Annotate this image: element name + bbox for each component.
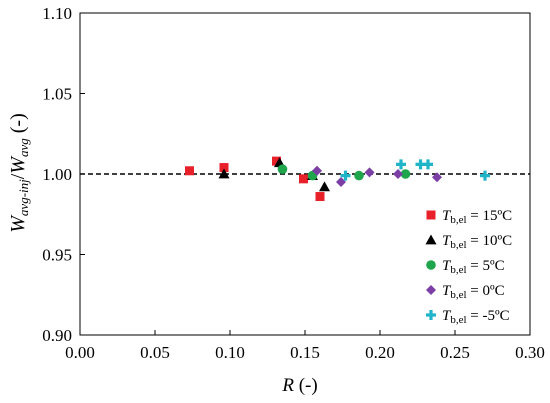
y-axis-title-w1: W <box>7 214 29 233</box>
legend-label-symbol: T <box>442 283 452 299</box>
legend-label-subscript: b,el <box>450 289 466 301</box>
data-point-square <box>272 156 281 166</box>
x-tick-label: 0.15 <box>290 343 320 362</box>
data-point-triangle <box>319 181 330 192</box>
data-point-square <box>315 192 325 202</box>
legend-marker-circle <box>426 260 436 270</box>
y-tick-label: 0.95 <box>42 246 72 265</box>
legend-marker-square <box>426 210 436 220</box>
legend-item: Tb,el = -5ºC <box>426 308 510 326</box>
legend-label-value: = -5ºC <box>467 308 510 324</box>
legend-label-subscript: b,el <box>450 264 466 276</box>
legend-label-value: = 5ºC <box>467 258 505 274</box>
legend-label-subscript: b,el <box>450 214 466 226</box>
y-tick-label: 1.10 <box>42 4 72 23</box>
data-point-circle <box>354 170 364 181</box>
y-axis-title-slash: / <box>7 173 29 179</box>
data-point-plus <box>415 159 426 170</box>
series-plus-points <box>340 159 490 181</box>
legend-label-symbol: T <box>442 233 452 249</box>
legend-label: Tb,el = 0ºC <box>442 283 505 301</box>
y-axis-title-sub2: avg <box>16 138 31 157</box>
legend-label-symbol: T <box>442 308 452 324</box>
data-point-diamond <box>432 172 442 183</box>
y-tick-label: 0.90 <box>42 326 72 345</box>
x-tick-label: 0.10 <box>215 343 245 362</box>
data-point-diamond <box>312 165 322 176</box>
series-circle-points <box>277 164 411 181</box>
data-point-diamond <box>336 177 346 188</box>
x-tick-label: 0.25 <box>440 343 470 362</box>
series-square-points <box>185 156 325 202</box>
legend-label-value: = 0ºC <box>467 283 505 299</box>
axis-tick-labels: 0.00 0.05 0.10 0.15 0.20 0.25 0.30 0.90 0.95 1.00… <box>42 4 545 362</box>
legend-label: Tb,el = 5ºC <box>442 258 505 276</box>
legend-label-subscript: b,el <box>450 314 466 326</box>
legend-item: Tb,el = 0ºC <box>426 283 505 301</box>
data-points <box>185 156 490 202</box>
y-axis-title-w2: W <box>7 155 29 174</box>
x-axis-title-unit: (-) <box>294 375 318 396</box>
legend-label-symbol: T <box>442 208 452 224</box>
data-point-diamond <box>393 169 403 179</box>
y-axis-title-sub1: avg-inj <box>16 179 31 216</box>
y-tick-label: 1.05 <box>42 85 72 104</box>
data-point-plus <box>480 170 490 181</box>
series-diamond-points <box>312 165 442 188</box>
data-point-square <box>299 174 308 184</box>
x-axis-title: R (-) <box>281 375 317 396</box>
x-tick-label: 0.00 <box>65 343 95 362</box>
legend-marker-plus <box>426 310 436 320</box>
data-point-square <box>219 163 229 173</box>
plot-area-frame <box>79 12 531 336</box>
data-point-plus <box>340 170 351 181</box>
x-tick-label: 0.05 <box>140 343 170 362</box>
y-axis-title-unit: (-) <box>7 113 29 138</box>
legend-item: Tb,el = 15ºC <box>426 208 512 226</box>
data-point-square <box>185 166 194 176</box>
x-tick-label: 0.20 <box>365 343 395 362</box>
legend-label-subscript: b,el <box>450 239 466 251</box>
legend-item: Tb,el = 10ºC <box>425 233 512 251</box>
legend-label: Tb,el = 10ºC <box>442 233 512 251</box>
data-point-plus <box>423 159 433 170</box>
legend-item: Tb,el = 5ºC <box>426 258 505 276</box>
x-tick-label: 0.30 <box>515 343 545 362</box>
data-point-circle <box>400 169 411 179</box>
y-tick-label: 1.00 <box>42 165 72 184</box>
legend-label: Tb,el = -5ºC <box>442 308 510 326</box>
data-point-triangle <box>218 168 230 179</box>
x-axis-title-symbol: R <box>281 375 294 396</box>
data-point-plus <box>396 159 406 170</box>
legend-label-value: = 15ºC <box>467 208 513 224</box>
legend-label-value: = 10ºC <box>467 233 513 249</box>
y-axis-title: Wavg-inj/Wavg (-) <box>7 113 31 233</box>
legend-marker-triangle <box>425 234 437 245</box>
legend-marker-diamond <box>426 285 436 295</box>
data-point-circle <box>277 164 288 174</box>
data-point-diamond <box>364 167 375 178</box>
legend-label-symbol: T <box>442 258 452 274</box>
legend-label: Tb,el = 15ºC <box>442 208 512 226</box>
